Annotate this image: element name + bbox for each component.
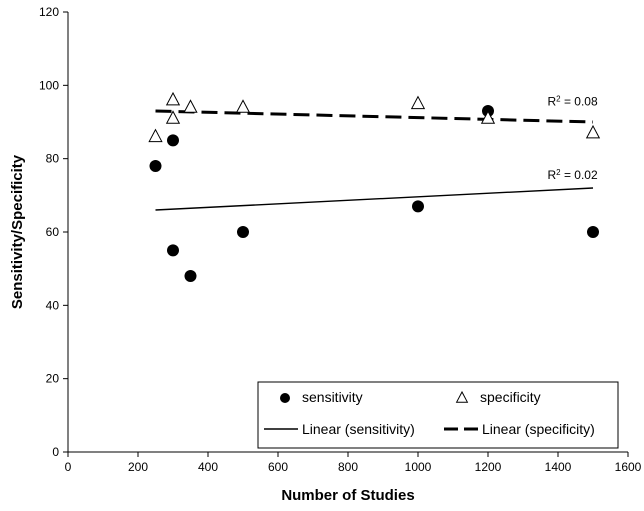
- legend-specificity-label: specificity: [480, 389, 541, 405]
- legend-specificity-marker: [455, 390, 469, 403]
- sensitivity-point: [587, 226, 599, 238]
- r2-labels: R2 = 0.02 R2 = 0.08: [548, 94, 598, 182]
- y-axis-title: Sensitivity/Specificity: [9, 154, 26, 309]
- x-tick-label: 1200: [475, 460, 502, 474]
- sensitivity-point: [167, 244, 179, 257]
- sensitivity-point: [237, 226, 249, 238]
- specificity-point: [410, 95, 426, 110]
- legend-linear-specificity-label: Linear (specificity): [482, 421, 595, 437]
- specificity-point: [585, 124, 601, 139]
- sensitivity-point: [184, 270, 197, 282]
- x-tick-label: 200: [128, 460, 148, 474]
- y-tick-label: 60: [46, 225, 60, 239]
- x-axis-title: Number of Studies: [281, 487, 414, 504]
- legend-sensitivity-marker: [280, 393, 290, 403]
- specificity-point: [480, 110, 496, 124]
- y-tick-label: 0: [52, 445, 59, 459]
- y-tick-label: 20: [46, 372, 60, 386]
- legend-linear-sensitivity-label: Linear (sensitivity): [302, 421, 415, 437]
- y-tick-label: 100: [39, 78, 59, 92]
- legend-sensitivity-label: sensitivity: [302, 389, 363, 405]
- plot-area: 0 200 400 600 800 1000 1200 1400 1600 0 20 40 60 80 1…: [39, 5, 642, 474]
- specificity-point: [165, 91, 181, 106]
- y-ticks: 0 20 40 60 80 100 120: [39, 5, 68, 459]
- x-tick-label: 1400: [545, 460, 572, 474]
- specificity-point: [183, 99, 198, 113]
- trendline-solid: [155, 187, 594, 211]
- x-tick-label: 0: [65, 460, 72, 474]
- r2-label: R2 = 0.08: [548, 94, 598, 109]
- specificity-point: [148, 128, 163, 143]
- x-tick-label: 800: [338, 460, 358, 474]
- y-tick-label: 120: [39, 5, 59, 19]
- sensitivity-point: [149, 160, 162, 172]
- y-tick-label: 80: [46, 152, 60, 166]
- sensitivity-point: [412, 200, 424, 213]
- trendline-dashed: [155, 109, 594, 124]
- y-tick-label: 40: [46, 298, 60, 312]
- x-tick-label: 600: [268, 460, 288, 474]
- x-tick-label: 400: [198, 460, 218, 474]
- specificity-point: [235, 99, 251, 113]
- legend-box: [257, 381, 619, 449]
- legend: sensitivity specificity Linear (sensitivit…: [257, 381, 619, 449]
- sensitivity-point: [167, 134, 179, 147]
- x-ticks: 0 200 400 600 800 1000 1200 1400 1600: [65, 452, 642, 474]
- x-tick-label: 1000: [405, 460, 432, 474]
- r2-label: R2 = 0.02: [548, 167, 598, 182]
- x-tick-label: 1600: [615, 460, 642, 474]
- data-points: [148, 91, 601, 282]
- trendlines: [155, 109, 594, 211]
- specificity-point: [165, 110, 181, 124]
